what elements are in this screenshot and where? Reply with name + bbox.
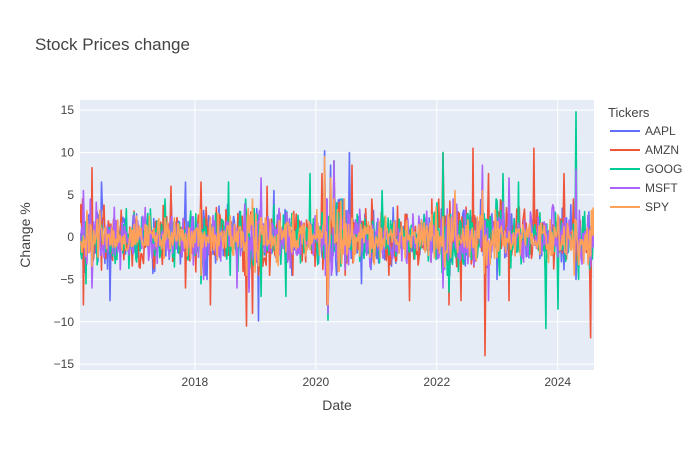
legend-label-amzn[interactable]: AMZN <box>645 143 679 157</box>
y-tick-label: 5 <box>67 188 74 202</box>
legend-label-goog[interactable]: GOOG <box>645 162 682 176</box>
y-tick-label: −5 <box>60 272 74 286</box>
x-tick-label: 2022 <box>423 375 450 389</box>
x-tick-label: 2018 <box>182 375 209 389</box>
legend: Tickers AAPL AMZN GOOG MSFT SPY <box>608 105 682 214</box>
legend-label-msft[interactable]: MSFT <box>645 181 678 195</box>
legend-label-spy[interactable]: SPY <box>645 200 669 214</box>
y-tick-label: −15 <box>54 357 75 371</box>
y-tick-label: 0 <box>67 230 74 244</box>
chart-title: Stock Prices change <box>35 35 190 54</box>
y-axis-title: Change % <box>17 202 33 267</box>
y-tick-label: 15 <box>61 103 75 117</box>
y-tick-label: 10 <box>61 145 75 159</box>
y-axis-ticks: −15 −10 −5 0 5 10 15 <box>54 103 75 371</box>
legend-title: Tickers <box>608 105 650 120</box>
x-axis-ticks: 2018 2020 2022 2024 <box>182 375 572 389</box>
series-lines <box>80 111 594 357</box>
x-tick-label: 2024 <box>544 375 571 389</box>
legend-label-aapl[interactable]: AAPL <box>645 124 676 138</box>
x-axis-title: Date <box>322 397 352 413</box>
series-line-spy <box>80 155 594 306</box>
y-tick-label: −10 <box>54 315 75 329</box>
x-tick-label: 2020 <box>302 375 329 389</box>
